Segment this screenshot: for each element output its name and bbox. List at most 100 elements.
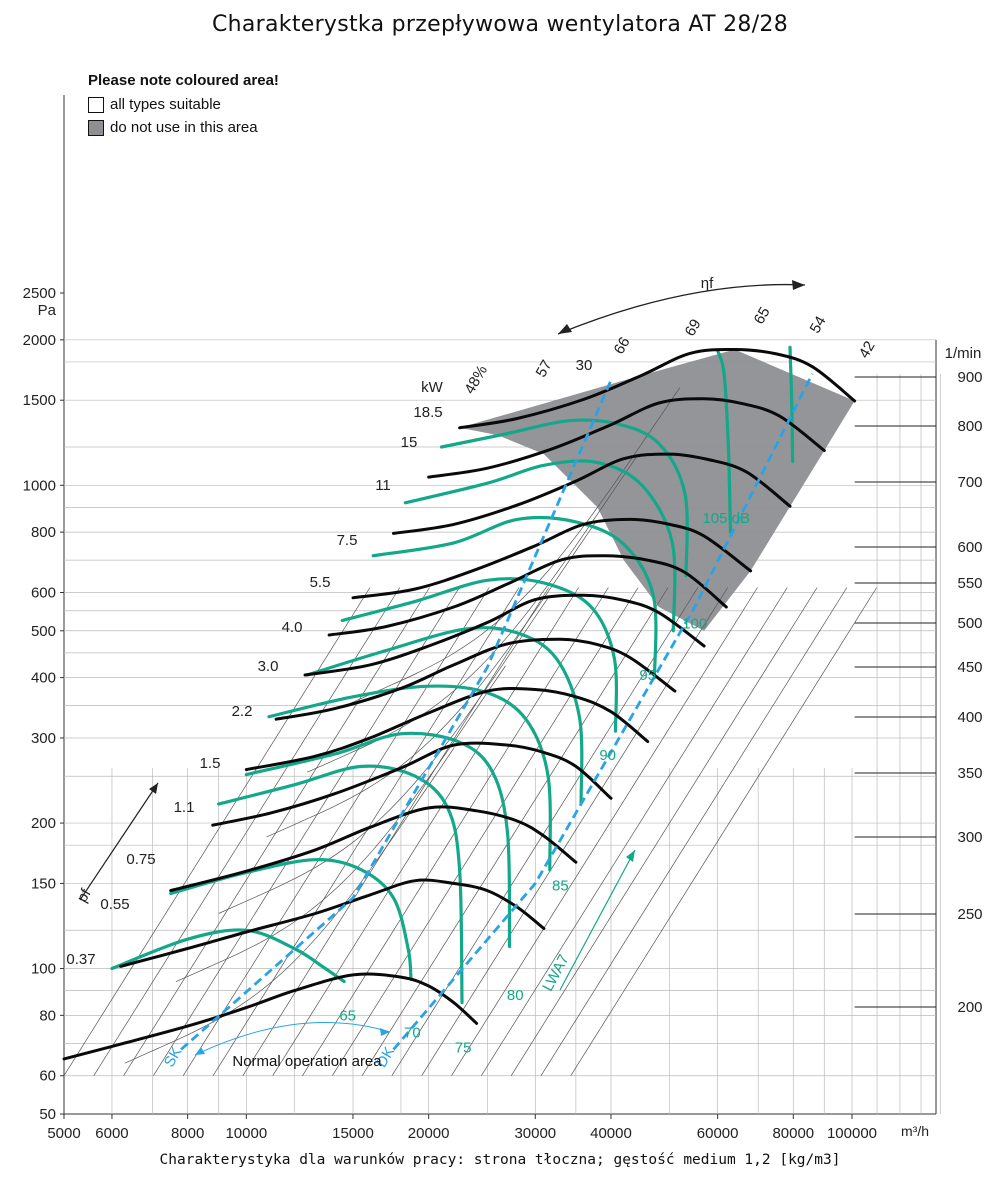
x-unit-label: m³/h: [901, 1123, 929, 1139]
power-label: 0.55: [100, 896, 129, 913]
legend-swatch-white: [88, 96, 104, 113]
power-label: 18.5: [413, 404, 442, 421]
rpm-label: 700: [957, 474, 982, 491]
x-tick-label: 20000: [408, 1125, 450, 1142]
sound-curve: [340, 577, 619, 733]
y-tick-label: 1500: [23, 392, 56, 409]
pressure-arrow-head: [149, 783, 158, 794]
operating-limit-sk: [180, 379, 613, 1051]
sound-curve: [305, 626, 584, 805]
rpm-label: 900: [957, 369, 982, 386]
x-tick-label: 40000: [590, 1125, 632, 1142]
sound-curve-label: 100: [682, 616, 707, 633]
efficiency-arc: [175, 665, 506, 983]
sound-curve: [267, 684, 552, 872]
system-curve: [481, 587, 788, 1076]
y-tick-label: 2500: [23, 285, 56, 302]
speed-curve: [327, 554, 728, 637]
pressure-axis-label: pf: [74, 885, 95, 905]
x-tick-label: 10000: [225, 1125, 267, 1142]
system-curve: [153, 587, 460, 1076]
y-tick-label: 50: [39, 1106, 56, 1123]
sound-curve: [371, 515, 658, 680]
efficiency-label: 57: [533, 357, 556, 380]
y-tick-label: 2000: [23, 332, 56, 349]
efficiency-label: 69: [682, 316, 705, 339]
x-tick-label: 8000: [171, 1125, 204, 1142]
speed-curve: [211, 741, 613, 827]
system-curve: [570, 587, 877, 1076]
x-tick-label: 60000: [697, 1125, 739, 1142]
sound-curve: [439, 418, 689, 578]
power-label: 3.0: [258, 658, 279, 675]
efficiency-arc: [218, 597, 549, 914]
sound-curve-label: 65: [339, 1008, 356, 1025]
normal-operation-label: Normal operation area: [232, 1053, 382, 1070]
power-label: 7.5: [337, 532, 358, 549]
eta-arrow: [557, 283, 806, 335]
eta-arrow-head: [558, 324, 572, 334]
normal-operation-arrow: [380, 1028, 390, 1036]
y-tick-label: 80: [39, 1007, 56, 1024]
efficiency-label: 42: [856, 338, 879, 361]
legend-label-suitable: all types suitable: [110, 96, 221, 113]
power-label: 5.5: [310, 574, 331, 591]
power-label: 2.2: [232, 703, 253, 720]
rpm-label: 800: [957, 418, 982, 435]
sound-arrow-head: [626, 850, 635, 862]
y-tick-label: 400: [31, 670, 56, 687]
x-tick-label: 5000: [47, 1125, 80, 1142]
speed-curve: [351, 517, 753, 600]
system-curve: [421, 587, 728, 1076]
speed-curve: [303, 593, 706, 677]
y-unit-label: Pa: [38, 302, 57, 319]
system-curve: [123, 587, 430, 1076]
system-curve: [272, 587, 579, 1076]
rpm-label: 450: [957, 659, 982, 676]
speed-curve: [62, 972, 479, 1061]
legend-title: Please note coloured area!: [88, 72, 279, 89]
legend-item-forbidden: do not use in this area: [88, 116, 279, 139]
x-tick-label: 6000: [95, 1125, 128, 1142]
speed-curve: [458, 347, 857, 430]
extra-label-30: 30: [576, 357, 593, 374]
chart-footer: Charakterystyka dla warunków pracy: stro…: [159, 1152, 841, 1168]
power-unit-label: kW: [421, 379, 444, 396]
eta-arrow-head: [792, 280, 805, 290]
forbidden-area: [459, 349, 855, 631]
efficiency-arc: [306, 456, 637, 773]
y-tick-label: 500: [31, 623, 56, 640]
rpm-label: 500: [957, 615, 982, 632]
sound-curve-label: 95: [639, 667, 656, 684]
power-label: 0.37: [66, 951, 95, 968]
legend: Please note coloured area! all types sui…: [88, 72, 279, 139]
speed-curve: [169, 805, 578, 893]
sound-curve: [403, 459, 677, 633]
sound-curve-label: 105 dB: [702, 510, 750, 527]
sound-curve: [244, 731, 512, 949]
pressure-arrow: [79, 782, 159, 901]
eta-axis-label: ηf: [701, 275, 714, 292]
sound-curve-label: 70: [404, 1024, 421, 1041]
sound-curve: [217, 764, 464, 1005]
rpm-label: 200: [957, 999, 982, 1016]
sound-curve: [716, 349, 733, 534]
sound-curve-label: 85: [552, 878, 569, 895]
x-tick-label: 80000: [772, 1125, 814, 1142]
x-tick-label: 100000: [827, 1125, 877, 1142]
rpm-label: 600: [957, 539, 982, 556]
speed-curve: [244, 686, 650, 772]
efficiency-label: 48%: [461, 362, 491, 397]
sound-curve-label: 90: [599, 747, 616, 764]
speed-curve: [427, 397, 826, 479]
normal-operation-arc: [194, 1022, 391, 1056]
power-label: 15: [401, 434, 418, 451]
system-curve: [391, 587, 699, 1076]
system-curve: [510, 587, 818, 1076]
sound-arrow: [559, 849, 636, 991]
chart-title: Charakterystka przepływowa wentylatora A…: [211, 12, 789, 37]
legend-label-forbidden: do not use in this area: [110, 119, 258, 136]
power-label: 0.75: [126, 851, 155, 868]
efficiency-label: 66: [611, 334, 634, 357]
